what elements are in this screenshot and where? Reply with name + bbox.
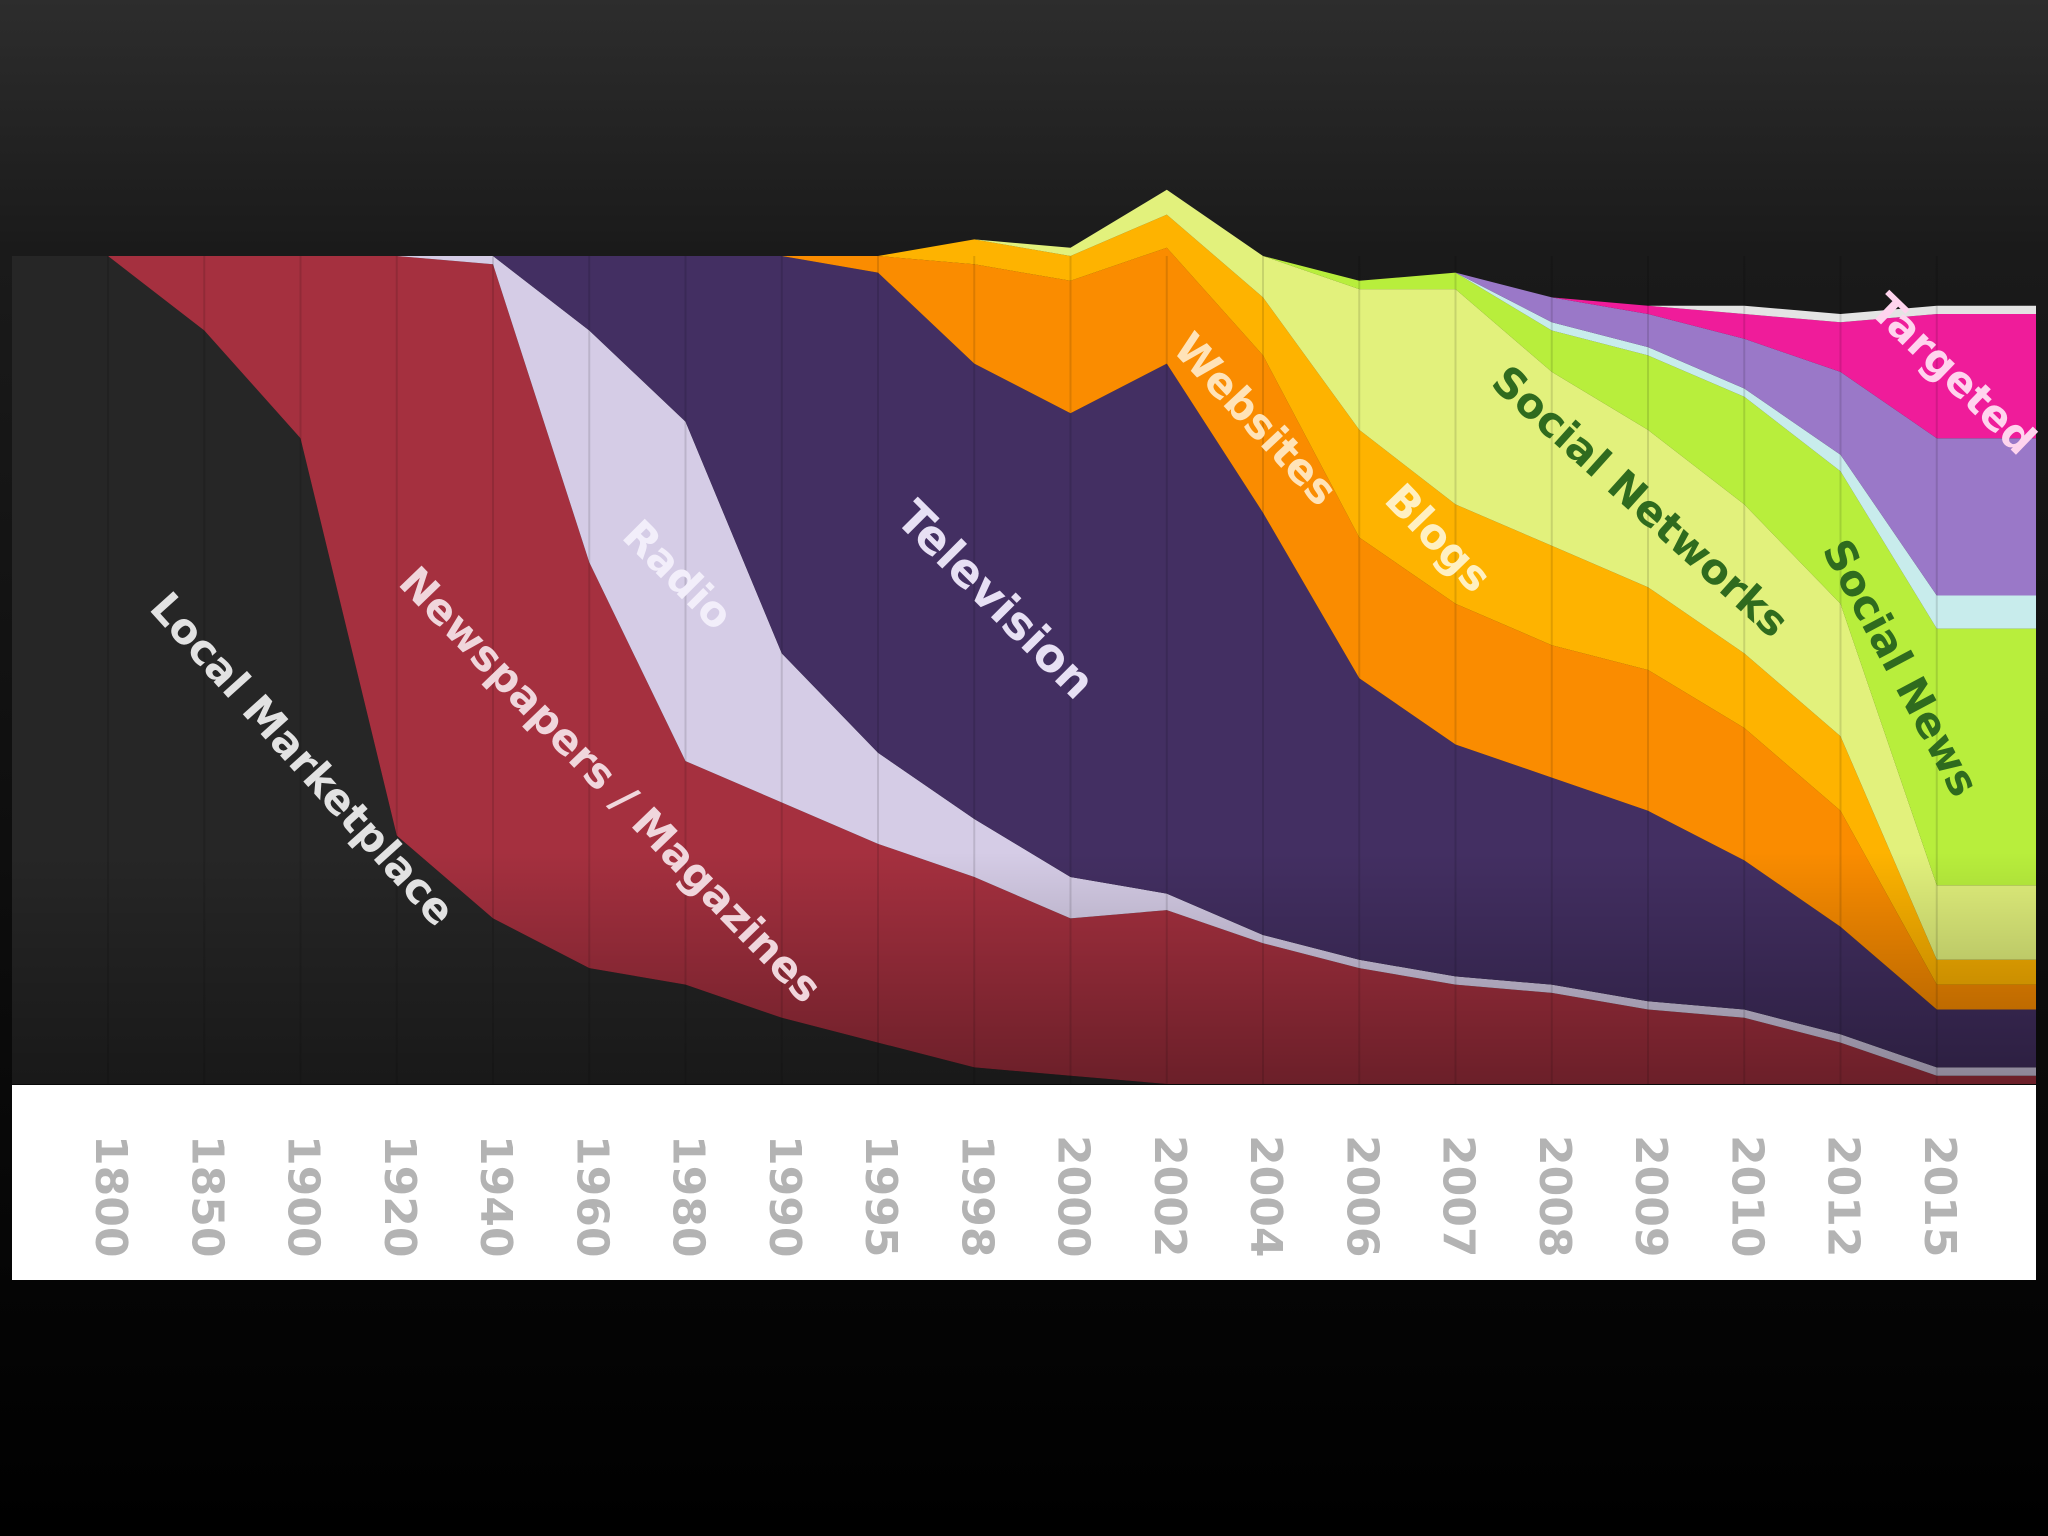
x-tick-label-2000: 2000 [1048,1135,1099,1257]
x-tick-label-1850: 1850 [181,1135,232,1257]
x-tick-label-2010: 2010 [1721,1135,1772,1257]
x-tick-label-2004: 2004 [1240,1135,1291,1257]
x-tick-label-2006: 2006 [1336,1135,1387,1257]
x-tick-label-1980: 1980 [663,1135,714,1257]
x-tick-label-2008: 2008 [1529,1135,1580,1257]
x-tick-label-1920: 1920 [374,1135,425,1257]
x-tick-label-2015: 2015 [1914,1135,1965,1257]
x-tick-label-1990: 1990 [759,1135,810,1257]
x-tick-label-2012: 2012 [1818,1135,1869,1257]
x-tick-label-1960: 1960 [566,1135,617,1257]
x-tick-label-2007: 2007 [1433,1135,1484,1257]
x-tick-label-1900: 1900 [278,1135,329,1257]
x-tick-label-1998: 1998 [951,1135,1002,1257]
x-tick-label-1940: 1940 [470,1135,521,1257]
x-tick-label-2009: 2009 [1625,1135,1676,1257]
plot-bottom-shade [12,256,2036,1084]
x-tick-label-1800: 1800 [85,1135,136,1257]
x-tick-label-1995: 1995 [855,1135,906,1257]
x-tick-label-2002: 2002 [1144,1135,1195,1257]
axis-panel [12,1085,2036,1280]
